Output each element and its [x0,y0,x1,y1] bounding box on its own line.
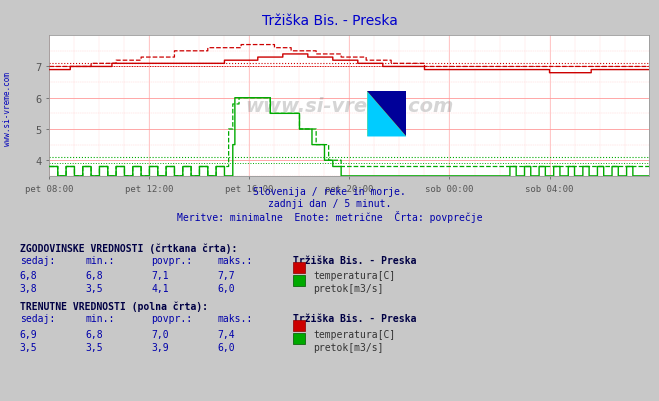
Text: Tržiška Bis. - Preska: Tržiška Bis. - Preska [293,255,416,265]
Text: maks.:: maks.: [217,255,252,265]
Text: 6,9: 6,9 [20,329,38,339]
Text: www.si-vreme.com: www.si-vreme.com [245,97,453,116]
Text: pretok[m3/s]: pretok[m3/s] [313,342,384,352]
Text: 7,7: 7,7 [217,271,235,281]
Text: temperatura[C]: temperatura[C] [313,329,395,339]
Text: 3,5: 3,5 [86,284,103,294]
Text: Tržiška Bis. - Preska: Tržiška Bis. - Preska [293,314,416,324]
Text: min.:: min.: [86,314,115,324]
Text: Meritve: minimalne  Enote: metrične  Črta: povprečje: Meritve: minimalne Enote: metrične Črta:… [177,211,482,223]
Text: povpr.:: povpr.: [152,255,192,265]
Text: ZGODOVINSKE VREDNOSTI (črtkana črta):: ZGODOVINSKE VREDNOSTI (črtkana črta): [20,243,237,253]
Text: 3,5: 3,5 [20,342,38,352]
Text: www.si-vreme.com: www.si-vreme.com [3,71,13,145]
Text: 6,8: 6,8 [86,271,103,281]
Text: 6,8: 6,8 [86,329,103,339]
Polygon shape [367,92,406,137]
Text: 3,8: 3,8 [20,284,38,294]
Text: 7,1: 7,1 [152,271,169,281]
Text: Slovenija / reke in morje.: Slovenija / reke in morje. [253,186,406,196]
Text: pretok[m3/s]: pretok[m3/s] [313,284,384,294]
Polygon shape [367,92,406,137]
Text: 7,0: 7,0 [152,329,169,339]
Text: 3,9: 3,9 [152,342,169,352]
Text: zadnji dan / 5 minut.: zadnji dan / 5 minut. [268,198,391,209]
Bar [367,92,406,137]
Text: 4,1: 4,1 [152,284,169,294]
Text: TRENUTNE VREDNOSTI (polna črta):: TRENUTNE VREDNOSTI (polna črta): [20,300,208,311]
Text: povpr.:: povpr.: [152,314,192,324]
Text: 7,4: 7,4 [217,329,235,339]
Text: maks.:: maks.: [217,314,252,324]
Text: 6,0: 6,0 [217,342,235,352]
Text: sedaj:: sedaj: [20,255,55,265]
Text: min.:: min.: [86,255,115,265]
Text: sedaj:: sedaj: [20,314,55,324]
Text: 3,5: 3,5 [86,342,103,352]
Text: 6,8: 6,8 [20,271,38,281]
Text: Tržiška Bis. - Preska: Tržiška Bis. - Preska [262,14,397,28]
Text: temperatura[C]: temperatura[C] [313,271,395,281]
Text: 6,0: 6,0 [217,284,235,294]
